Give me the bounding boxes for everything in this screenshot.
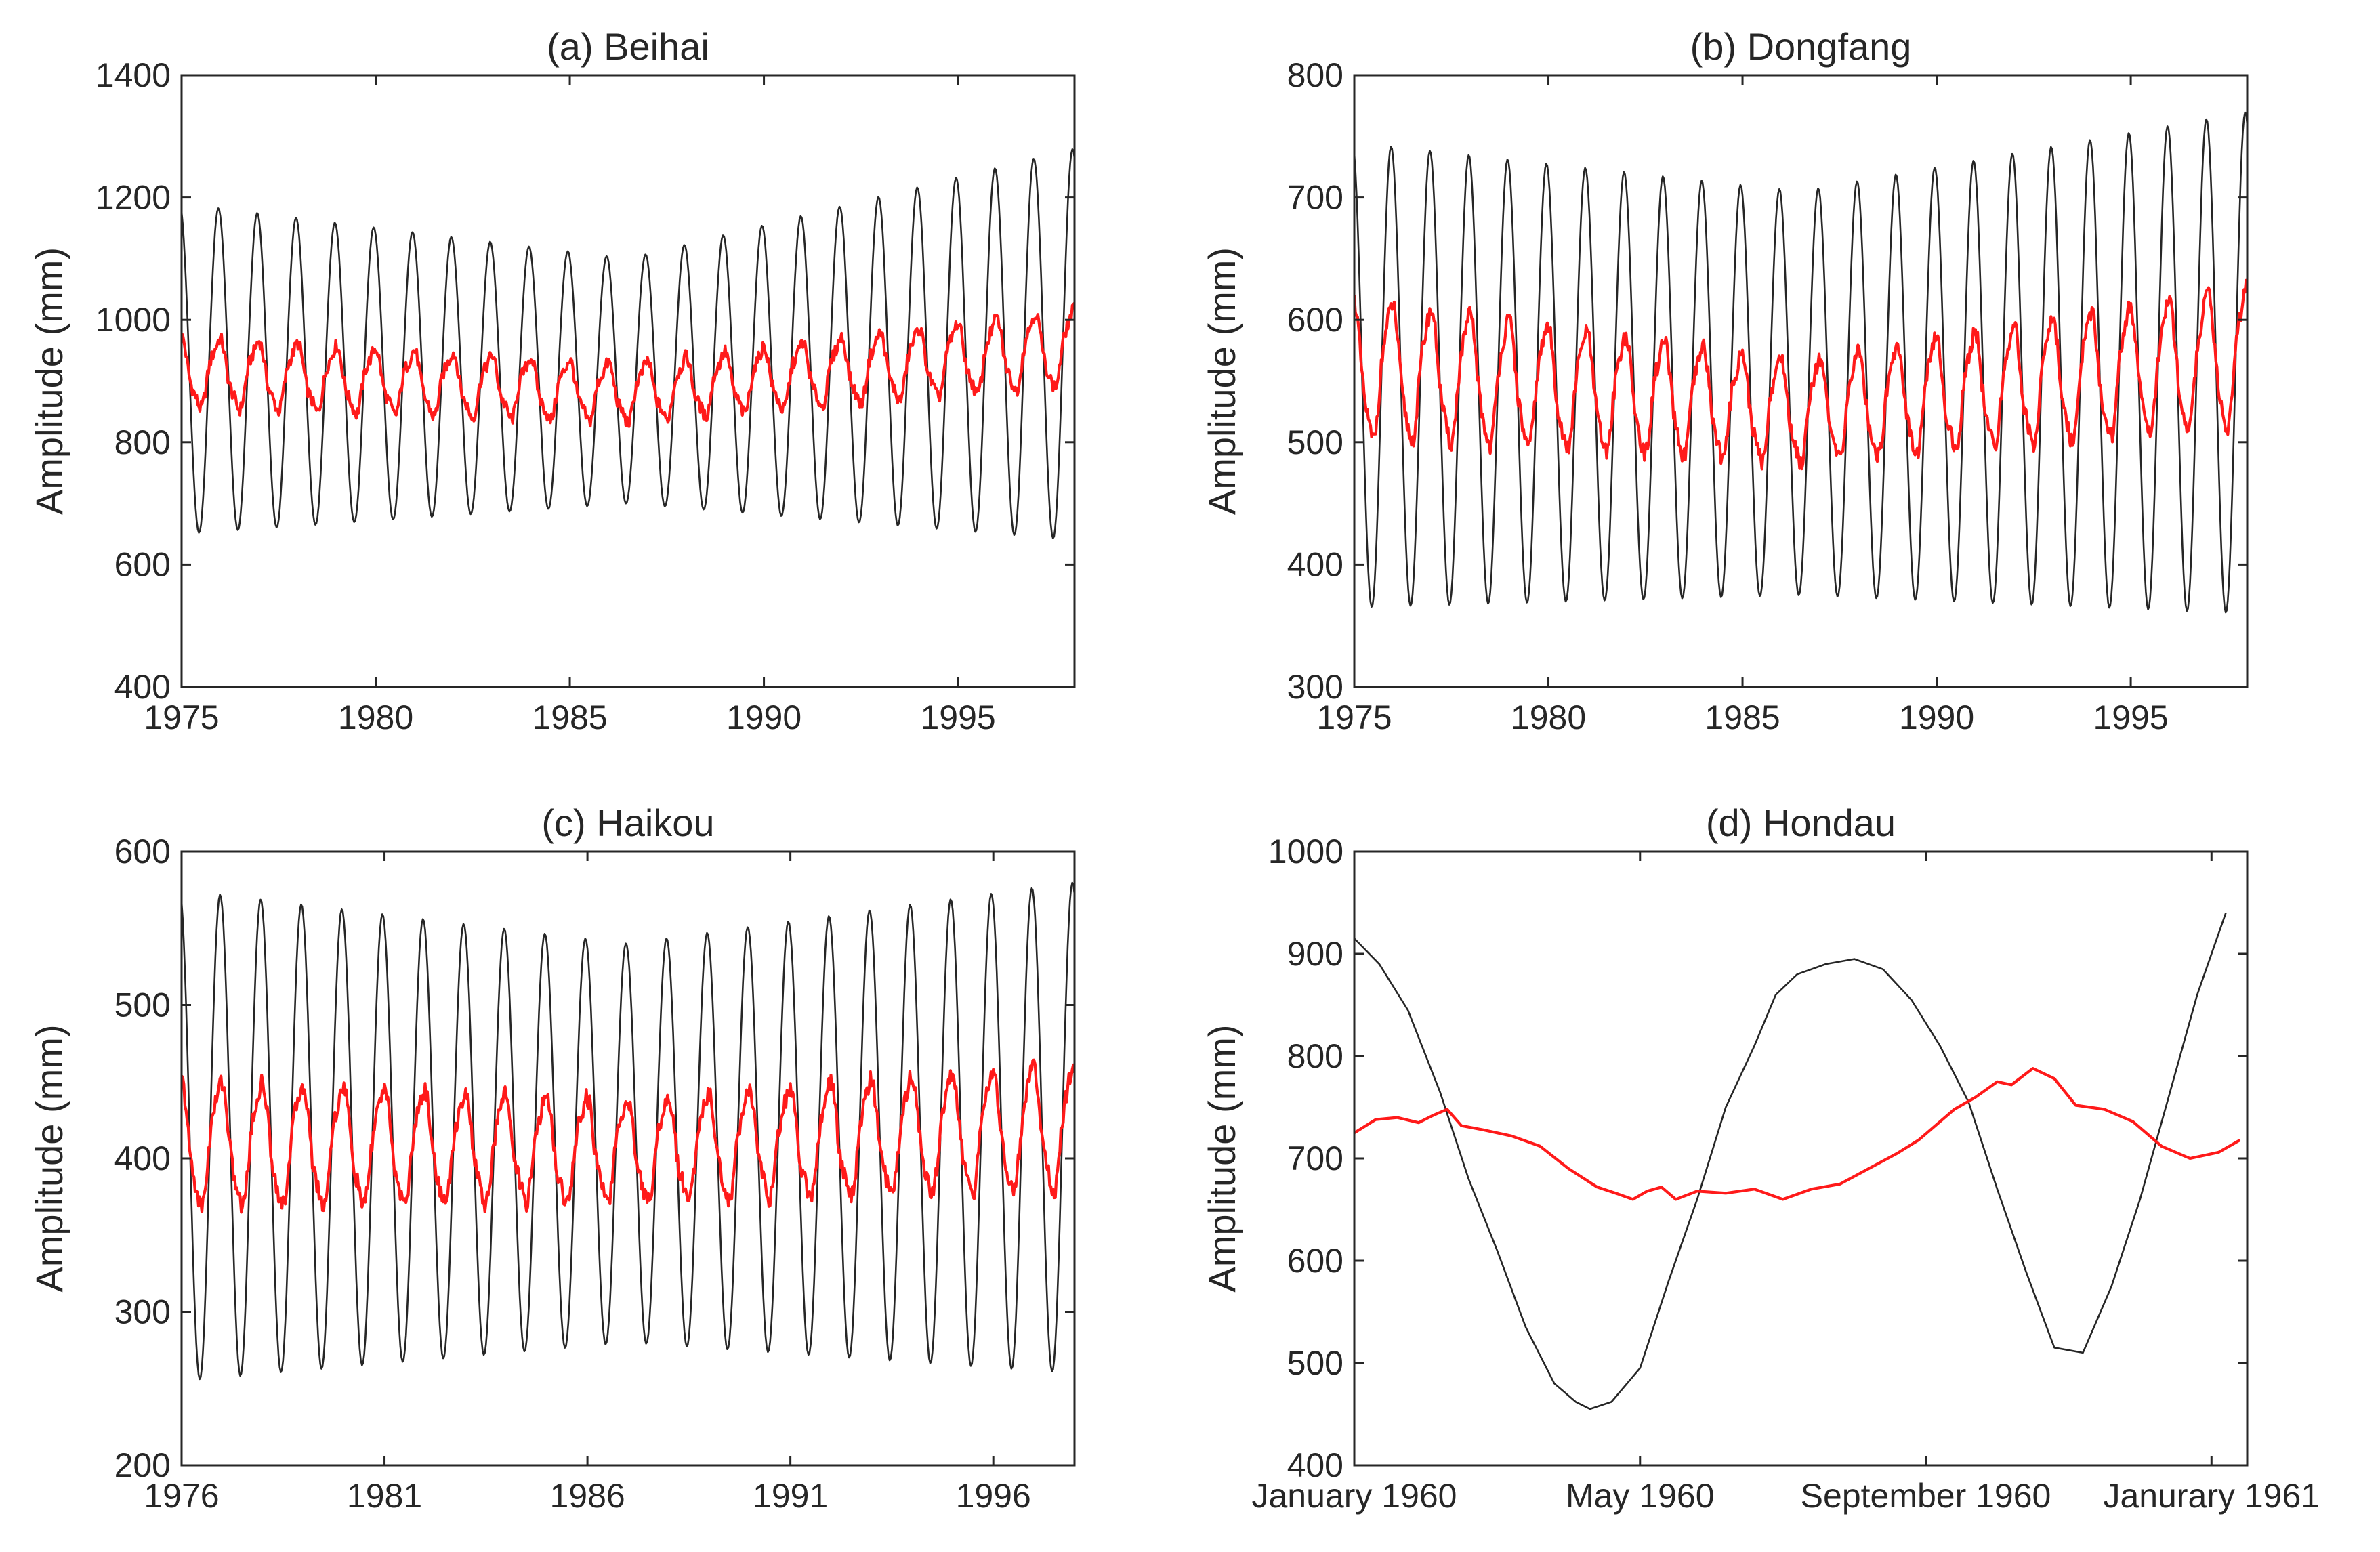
series-line-black bbox=[1354, 111, 2247, 614]
x-tick-label: 1996 bbox=[956, 1477, 1031, 1515]
panel-4: January 1960 May 1960 September 1960 Janura… bbox=[1201, 801, 2320, 1515]
x-tick-label: January 1960 bbox=[1251, 1477, 1457, 1515]
y-tick-label: 600 bbox=[114, 545, 171, 583]
x-tick-label: 1981 bbox=[347, 1477, 422, 1515]
y-tick-label: 500 bbox=[1287, 1344, 1343, 1382]
plot-frame bbox=[1353, 74, 2249, 688]
series-line-red bbox=[1354, 278, 2247, 471]
y-tick-label: 500 bbox=[114, 986, 171, 1024]
panel-2: 1975 1980 1985 1990 1995 300 400 500 600 700 800 (b… bbox=[1201, 25, 2249, 736]
panel-title: (a) Beihai bbox=[547, 25, 709, 68]
series-line-black bbox=[1354, 913, 2227, 1410]
y-tick-label: 800 bbox=[1287, 56, 1343, 94]
y-tick-label: 1200 bbox=[96, 179, 171, 217]
x-tick-label: 1986 bbox=[549, 1477, 625, 1515]
series-line-black bbox=[182, 881, 1074, 1381]
series-line-red bbox=[182, 302, 1074, 428]
y-tick-label: 800 bbox=[114, 423, 171, 461]
y-tick-label: 200 bbox=[114, 1446, 171, 1484]
y-axis-label: Amplitude (mm) bbox=[1201, 1024, 1243, 1292]
panel-1: 1975 1980 1985 1990 1995 400 600 800 1000 1200 140… bbox=[28, 25, 1076, 736]
y-tick-label: 700 bbox=[1287, 179, 1343, 217]
y-tick-label: 900 bbox=[1287, 935, 1343, 973]
y-tick-label: 400 bbox=[114, 668, 171, 706]
x-tick-label: September 1960 bbox=[1801, 1477, 2051, 1515]
x-tick-label: Janurary 1961 bbox=[2103, 1477, 2320, 1515]
y-tick-label: 600 bbox=[1287, 1242, 1343, 1280]
x-tick-label: 1990 bbox=[1899, 698, 1974, 736]
series-line-red bbox=[1354, 1067, 2241, 1201]
x-tick-label: 1975 bbox=[144, 698, 219, 736]
x-tick-label: 1980 bbox=[1511, 698, 1586, 736]
y-tick-label: 300 bbox=[114, 1293, 171, 1331]
y-tick-label: 400 bbox=[1287, 545, 1343, 583]
y-axis-label: Amplitude (mm) bbox=[28, 1024, 70, 1292]
y-axis-label: Amplitude (mm) bbox=[1201, 247, 1243, 515]
series-line-black bbox=[182, 148, 1074, 539]
panel-title: (b) Dongfang bbox=[1690, 25, 1912, 68]
series-line-red bbox=[182, 1058, 1074, 1214]
panel-title: (c) Haikou bbox=[541, 801, 714, 844]
x-tick-label: 1995 bbox=[920, 698, 995, 736]
x-tick-label: 1995 bbox=[2093, 698, 2168, 736]
y-axis-label: Amplitude (mm) bbox=[28, 247, 70, 515]
y-tick-label: 400 bbox=[1287, 1446, 1343, 1484]
panel-title: (d) Hondau bbox=[1706, 801, 1896, 844]
x-tick-label: 1975 bbox=[1316, 698, 1392, 736]
x-tick-label: 1976 bbox=[144, 1477, 219, 1515]
y-tick-label: 600 bbox=[114, 833, 171, 871]
y-tick-label: 1000 bbox=[96, 301, 171, 339]
y-tick-label: 700 bbox=[1287, 1139, 1343, 1177]
plot-frame bbox=[180, 74, 1076, 688]
y-tick-label: 1000 bbox=[1268, 833, 1343, 871]
y-tick-label: 500 bbox=[1287, 423, 1343, 461]
x-tick-label: 1985 bbox=[1705, 698, 1780, 736]
x-tick-label: 1990 bbox=[726, 698, 801, 736]
x-tick-label: May 1960 bbox=[1566, 1477, 1715, 1515]
y-tick-label: 1400 bbox=[96, 56, 171, 94]
x-tick-label: 1991 bbox=[753, 1477, 828, 1515]
panel-3: 1976 1981 1986 1991 1996 200 300 400 500 600 (c) H… bbox=[28, 801, 1076, 1515]
x-tick-label: 1980 bbox=[338, 698, 413, 736]
x-tick-label: 1985 bbox=[532, 698, 607, 736]
y-tick-label: 600 bbox=[1287, 301, 1343, 339]
y-tick-label: 400 bbox=[114, 1139, 171, 1177]
y-tick-label: 300 bbox=[1287, 668, 1343, 706]
plot-frame bbox=[1353, 850, 2249, 1467]
y-tick-label: 800 bbox=[1287, 1037, 1343, 1075]
